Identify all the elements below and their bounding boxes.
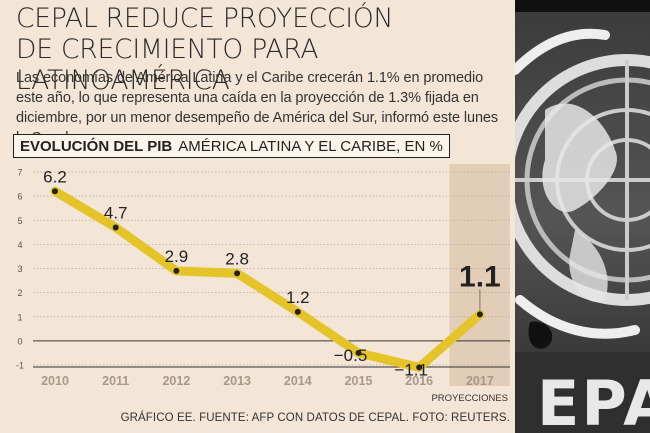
x-tick-label: 2011: [102, 374, 129, 388]
data-label: 4.7: [104, 203, 128, 222]
projection-label: PROYECCIONES: [431, 393, 508, 404]
data-label: −0.5: [334, 346, 368, 365]
x-tick-label: 2010: [41, 374, 69, 388]
x-tick-label: 2014: [284, 374, 312, 388]
headline-title-line1: CEPAL REDUCE PROYECCIÓN: [16, 3, 394, 34]
data-point: [294, 308, 301, 315]
cepal-photo: EPA: [515, 0, 650, 433]
y-tick-label: 1: [17, 312, 22, 322]
data-label: 2.8: [225, 249, 249, 268]
data-point: [476, 311, 483, 318]
headline-subtitle: Las economías de América Latina y el Car…: [16, 70, 499, 146]
data-label: 1.1: [459, 260, 501, 293]
photo-logo-text: EPA: [537, 367, 650, 433]
x-tick-label: 2013: [223, 374, 251, 388]
headline-title-line2: DE CRECIMIENTO PARA LATINOAMÉRICA: [16, 34, 319, 96]
y-tick-label: 4: [17, 240, 22, 250]
data-point: [355, 349, 362, 356]
data-point: [112, 224, 119, 231]
y-tick-label: 3: [17, 264, 22, 274]
data-label: 2.9: [165, 247, 189, 266]
footer-credit: GRÁFICO EE. FUENTE: AFP CON DATOS DE CEP…: [120, 412, 510, 424]
x-tick-label: 2012: [162, 374, 190, 388]
un-emblem-photo: EPA: [515, 0, 650, 433]
x-tick-label: 2015: [345, 374, 373, 388]
y-tick-label: 6: [17, 192, 22, 202]
series-line: [50, 186, 485, 372]
chart-heading-rest: AMÉRICA LATINA Y EL CARIBE, EN %: [178, 137, 443, 155]
data-point: [234, 270, 241, 277]
y-tick-label: -1: [16, 361, 24, 371]
data-label: 1.2: [286, 288, 310, 307]
data-point: [173, 267, 180, 274]
y-tick-label: 5: [17, 216, 22, 226]
y-tick-label: 0: [17, 336, 22, 346]
data-label: 6.2: [43, 167, 67, 186]
data-label: −1.1: [394, 360, 428, 379]
data-point: [52, 188, 58, 195]
x-tick-label: 2017: [466, 374, 494, 388]
y-tick-label: 7: [17, 168, 22, 178]
headline-title: CEPAL REDUCE PROYECCIÓN DE CRECIMIENTO P…: [16, 3, 511, 96]
projection-band: [449, 164, 510, 386]
chart-heading: EVOLUCIÓN DEL PIB AMÉRICA LATINA Y EL CA…: [13, 134, 450, 158]
data-point: [416, 364, 423, 371]
y-tick-label: 2: [17, 288, 22, 298]
x-tick-label: 2016: [405, 374, 433, 388]
chart-heading-bold: EVOLUCIÓN DEL PIB: [20, 137, 173, 155]
